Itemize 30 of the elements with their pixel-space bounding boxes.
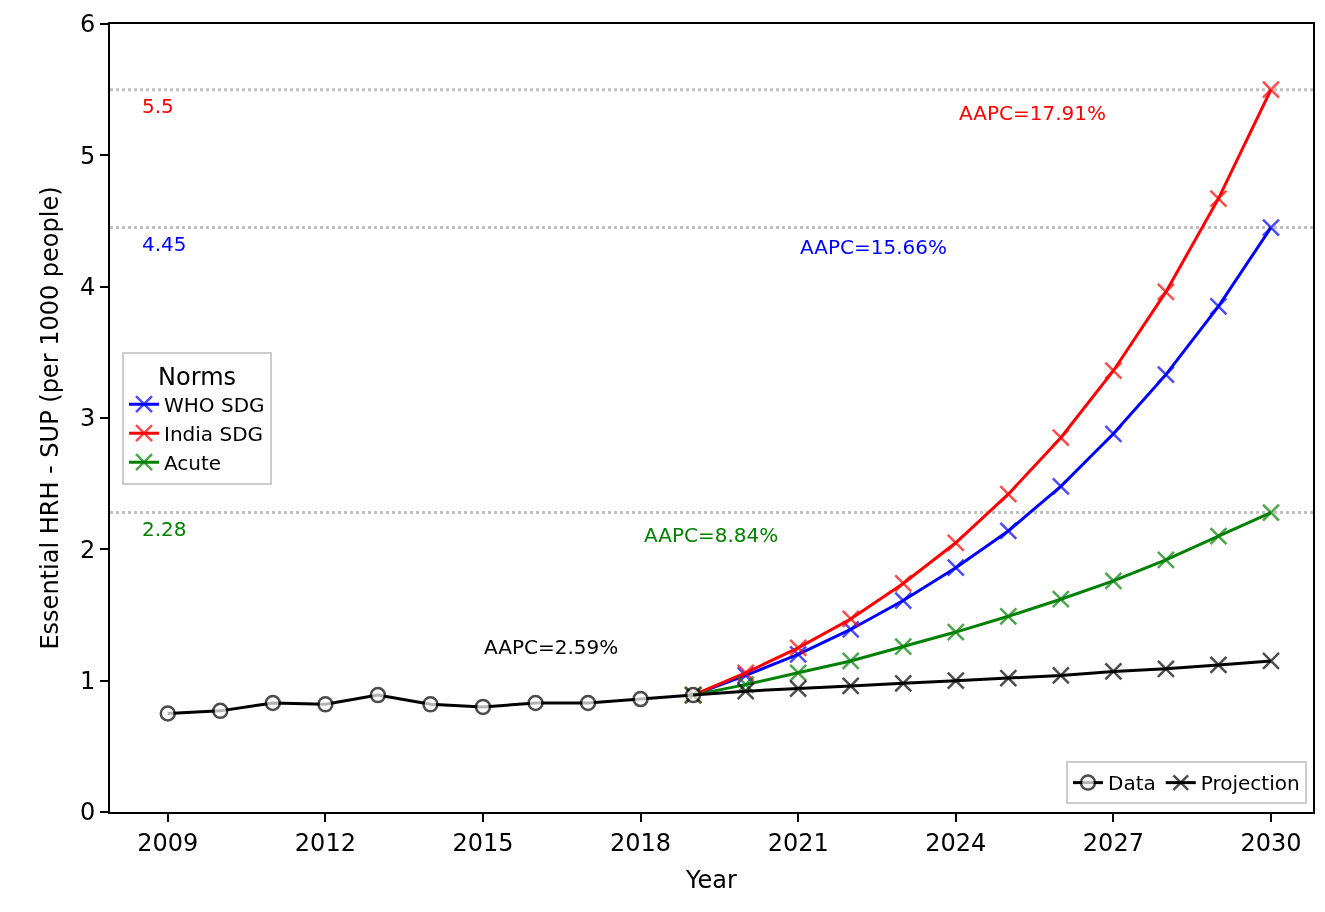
y-tick-label: 4 (79, 273, 96, 302)
y-tick-label: 3 (79, 404, 96, 433)
ref-line-label: 5.5 (142, 94, 174, 118)
annotation: AAPC=15.66% (800, 235, 947, 259)
legend-label: WHO SDG (164, 393, 265, 417)
x-tick-label: 2009 (137, 828, 199, 857)
legend-label: India SDG (164, 422, 264, 446)
annotation: AAPC=8.84% (644, 523, 779, 547)
y-tick-label: 1 (79, 667, 96, 696)
annotation: AAPC=2.59% (484, 635, 619, 659)
legend-label: Projection (1200, 771, 1300, 796)
x-tick-label: 2015 (452, 828, 514, 857)
ref-line-label: 4.45 (142, 232, 187, 256)
x-tick-label: 2021 (767, 828, 829, 857)
x-tick-label: 2018 (610, 828, 672, 857)
y-tick-label: 5 (79, 141, 96, 170)
x-tick-label: 2030 (1240, 828, 1302, 857)
legend-label: Data (1107, 771, 1156, 796)
y-tick-label: 6 (79, 10, 96, 39)
legend-label: Acute (164, 451, 222, 475)
y-tick-label: 0 (79, 798, 96, 827)
x-tick-label: 2027 (1082, 828, 1144, 857)
x-tick-label: 2024 (925, 828, 987, 857)
y-axis-title: Essential HRH - SUP (per 1000 people) (35, 186, 64, 650)
ref-line-label: 2.28 (142, 517, 187, 541)
legend-title: Norms (158, 362, 237, 391)
annotation: AAPC=17.91% (959, 101, 1106, 125)
x-tick-label: 2012 (294, 828, 356, 857)
x-axis-title: Year (685, 865, 738, 894)
y-tick-label: 2 (79, 535, 96, 564)
